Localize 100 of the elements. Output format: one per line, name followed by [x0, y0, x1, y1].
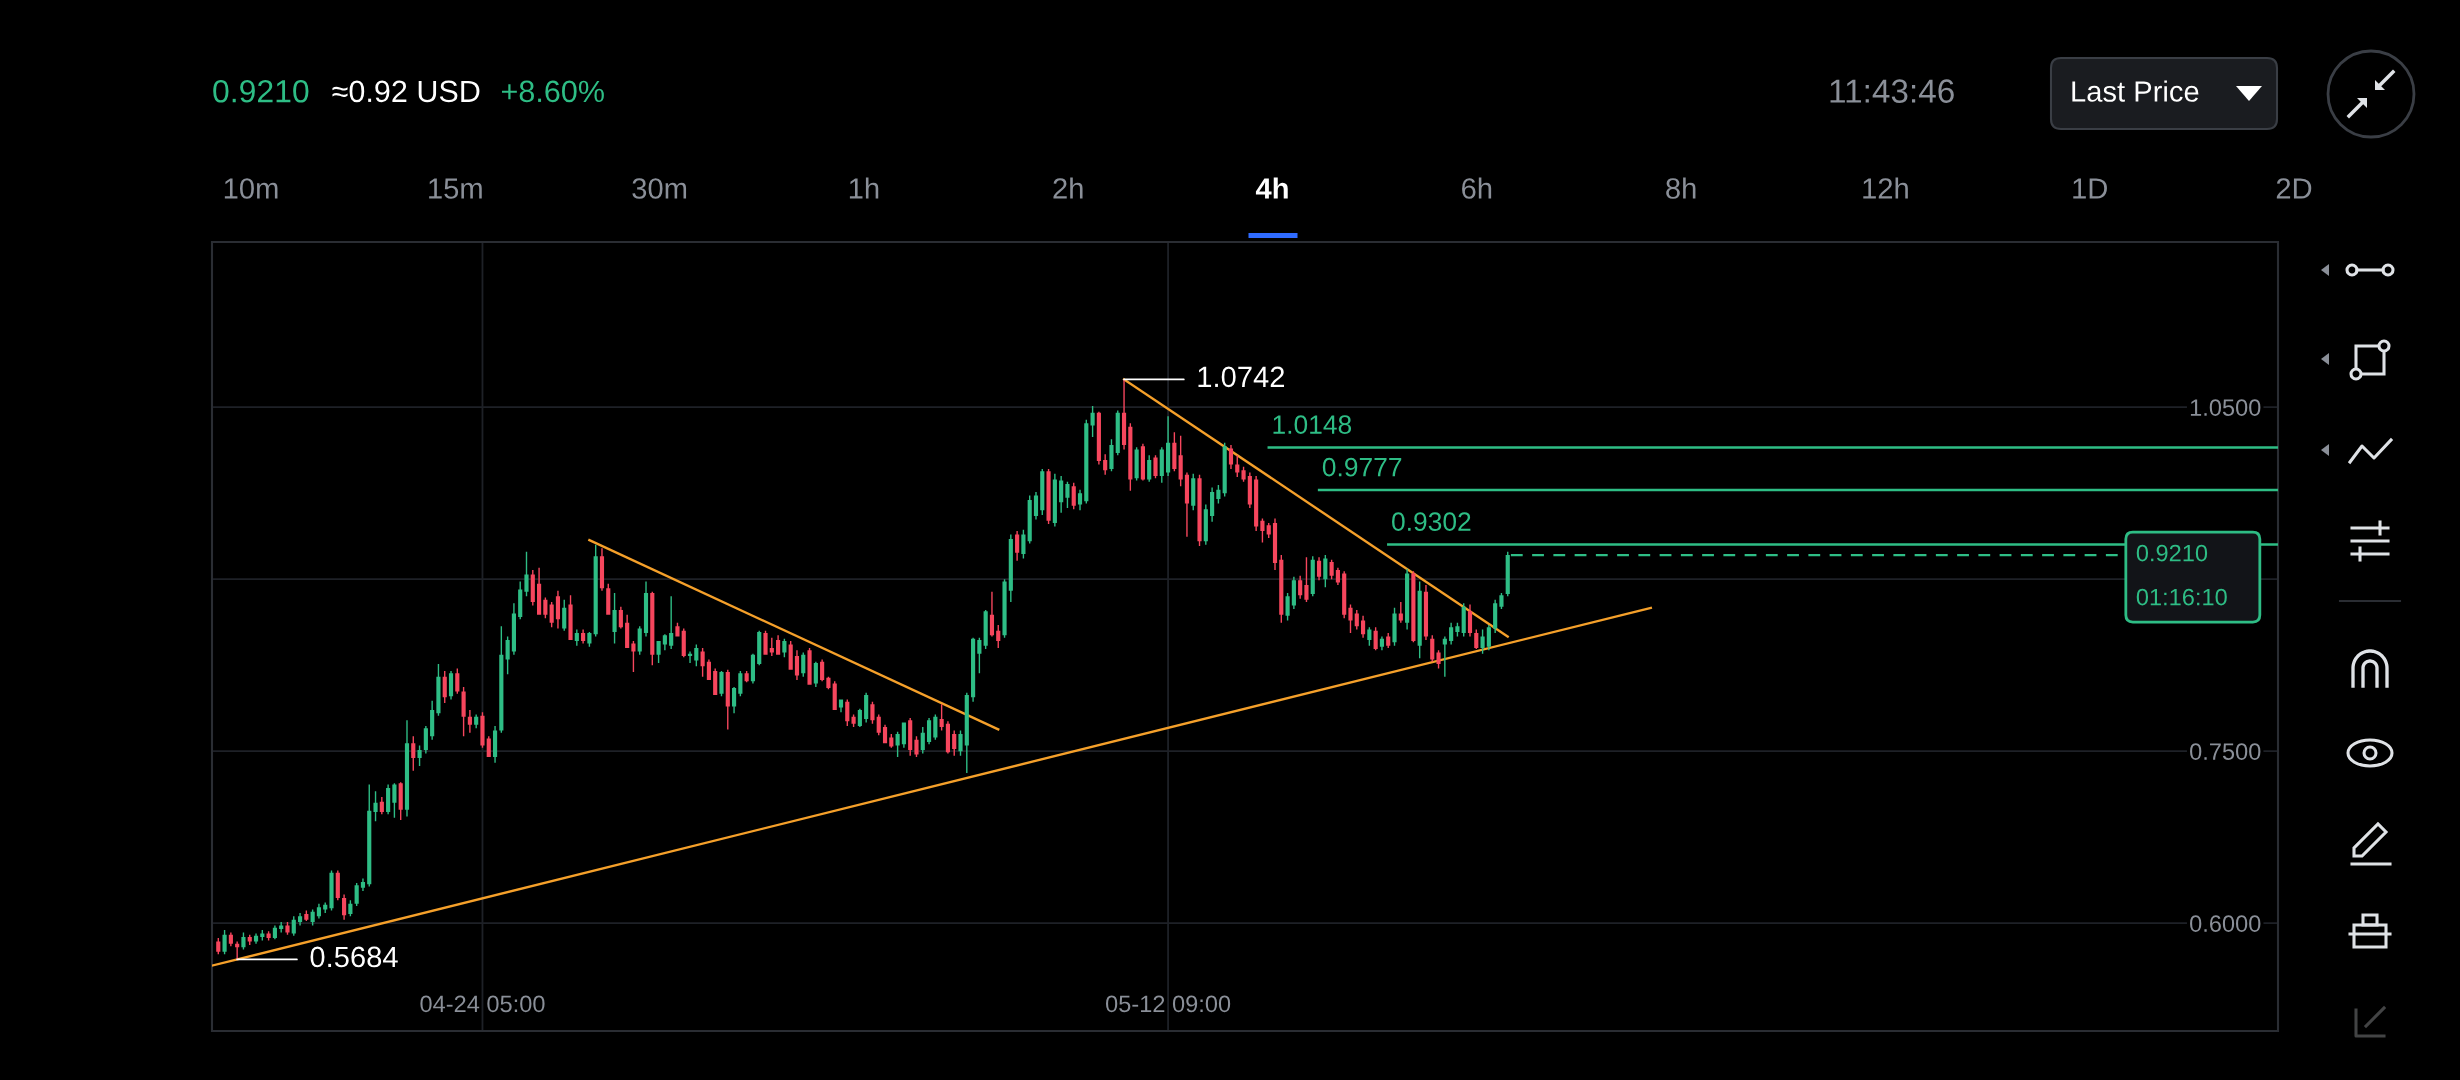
candlestick — [1392, 607, 1397, 646]
candlestick — [430, 700, 435, 740]
candlestick — [1316, 557, 1322, 581]
text: 1D — [2073, 178, 2107, 199]
candlestick — [1115, 410, 1120, 456]
candlestick — [1040, 469, 1045, 515]
candlestick — [1474, 629, 1479, 650]
candlestick — [920, 727, 925, 754]
candlestick — [719, 670, 724, 697]
candlestick — [964, 692, 969, 773]
candlestick — [492, 725, 498, 763]
candlestick — [537, 567, 542, 615]
candlestick — [253, 933, 259, 944]
candlestick — [304, 910, 309, 921]
candlestick — [442, 670, 447, 704]
candlestick — [1285, 592, 1290, 621]
candlestick — [1222, 442, 1227, 497]
candlestick — [901, 722, 906, 748]
candlestick — [908, 717, 913, 756]
x-tick-label: 04-24 05:00 — [420, 995, 545, 1013]
candlestick — [750, 653, 756, 684]
text: +8.60% — [501, 80, 604, 103]
candlestick — [851, 714, 856, 728]
text: 10m — [224, 178, 278, 199]
candlestick — [404, 720, 410, 817]
candlestick — [700, 647, 705, 677]
candlestick — [367, 784, 372, 887]
candlestick — [1449, 622, 1454, 645]
candlestick — [436, 664, 441, 716]
candlestick — [499, 626, 504, 733]
candlestick — [713, 668, 718, 695]
candlestick — [467, 709, 472, 733]
candlestick — [474, 714, 479, 729]
candlestick — [744, 670, 749, 683]
candlestick — [216, 938, 221, 955]
annotation: 1.0742 — [1198, 366, 1285, 388]
chart-title: 0.9210 — [213, 79, 309, 103]
candlestick — [1140, 443, 1145, 481]
candlestick — [1323, 555, 1328, 588]
candlestick — [373, 791, 378, 822]
candlestick — [794, 650, 800, 681]
candlestick — [1153, 455, 1158, 479]
candlestick — [1360, 615, 1366, 638]
candlestick — [599, 548, 605, 591]
candlestick — [524, 551, 529, 597]
candlestick — [480, 712, 485, 748]
candlestick — [379, 797, 384, 815]
candlestick — [914, 736, 919, 757]
candlestick — [820, 659, 825, 682]
candlestick — [631, 641, 636, 673]
text: 2h — [1053, 177, 1083, 199]
candlestick — [1235, 455, 1240, 478]
text: 1h — [849, 177, 879, 199]
candlestick — [838, 699, 844, 713]
candlestick — [1046, 469, 1051, 525]
candlestick — [1279, 555, 1284, 623]
candlestick — [1411, 571, 1416, 643]
candlestick — [297, 912, 303, 926]
candlestick — [1342, 571, 1347, 619]
candlestick — [329, 870, 334, 911]
candlestick — [360, 878, 366, 892]
candlestick — [593, 544, 598, 637]
candlestick — [958, 730, 963, 756]
candlestick — [291, 916, 296, 936]
annotation: 01:16:10 — [2136, 588, 2227, 606]
candlestick — [279, 922, 284, 933]
candlestick — [1059, 475, 1064, 513]
candlestick — [1134, 447, 1139, 481]
text: Last Price — [2072, 80, 2199, 102]
candlestick — [1015, 530, 1020, 561]
candlestick — [285, 922, 290, 935]
candlestick — [398, 782, 403, 820]
candlestick — [316, 903, 322, 919]
candlestick — [1373, 627, 1378, 651]
candlestick — [864, 692, 869, 723]
y-tick-label: 0.6000 — [2190, 915, 2261, 932]
candlestick — [681, 628, 686, 658]
candlestick — [763, 630, 768, 655]
candlestick — [486, 736, 491, 757]
candlestick — [1354, 610, 1359, 630]
candlestick — [587, 631, 592, 647]
candlestick — [889, 733, 894, 748]
candlestick — [1260, 518, 1265, 543]
candlestick — [1304, 557, 1309, 603]
text: 12h — [1863, 177, 1908, 199]
candlestick — [1310, 556, 1315, 597]
candlestick — [354, 883, 359, 906]
candlestick — [518, 581, 523, 620]
candlestick — [971, 637, 976, 702]
text: 11:43:46 — [1830, 79, 1954, 103]
candlestick — [1178, 435, 1183, 487]
candlestick — [461, 686, 466, 737]
candlestick — [247, 934, 252, 945]
candlestick — [757, 630, 762, 666]
candlestick — [568, 595, 573, 640]
candlestick — [731, 686, 737, 714]
candlestick — [1398, 602, 1403, 623]
candlestick — [581, 629, 586, 644]
text: 2D — [2276, 178, 2312, 199]
candlestick — [1084, 419, 1089, 504]
